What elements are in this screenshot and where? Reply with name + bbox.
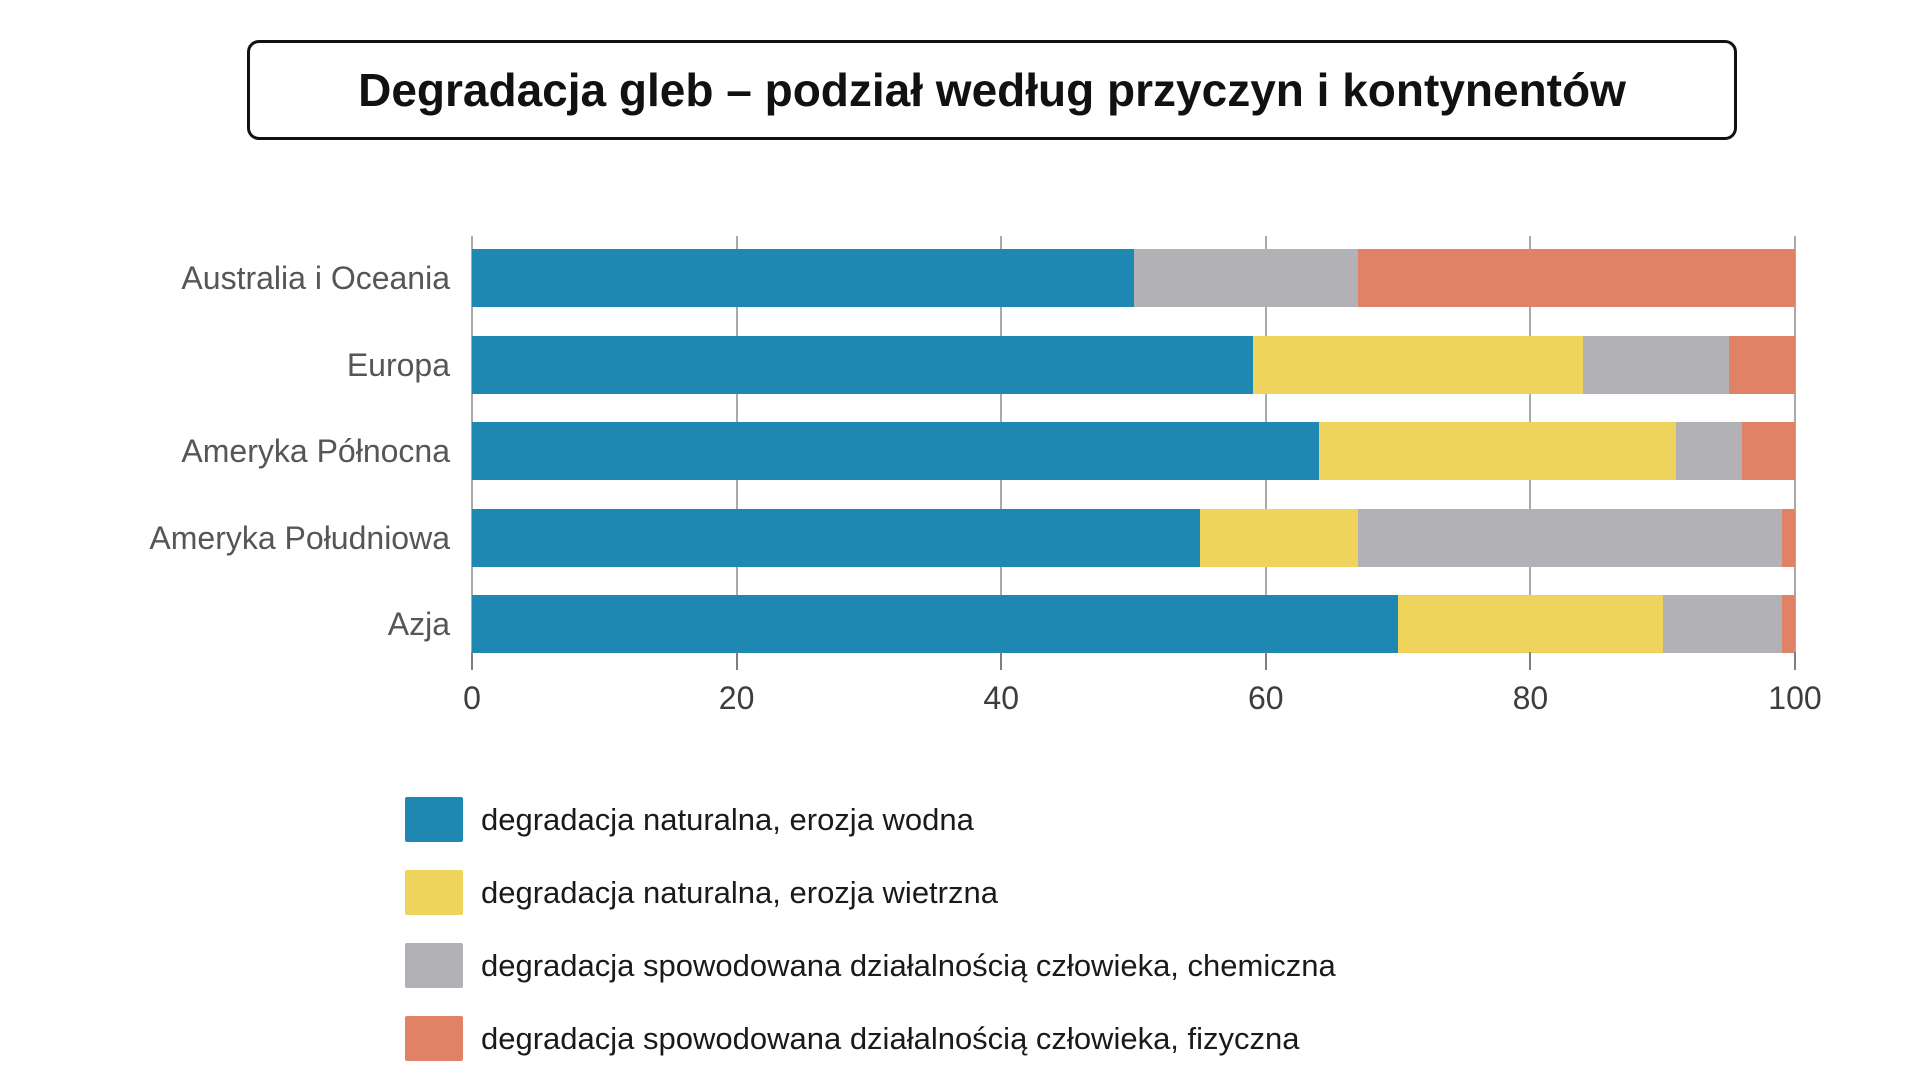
- bar-segment: [1662, 595, 1782, 653]
- y-axis-label: Azja: [387, 606, 450, 642]
- legend-label: degradacja spowodowana działalnością czł…: [481, 947, 1336, 983]
- y-axis-label: Ameryka Północna: [181, 433, 450, 469]
- x-axis-tick: [471, 652, 473, 670]
- x-axis-tick: [1529, 652, 1532, 670]
- legend-label: degradacja naturalna, erozja wietrzna: [481, 874, 998, 910]
- plot-area: 0 20 40 60 80 100: [463, 236, 1822, 716]
- bar-segment: [1781, 508, 1795, 567]
- bar-segment: [1742, 422, 1795, 480]
- y-axis-label: Europa: [346, 346, 450, 383]
- legend-item: degradacja spowodowana działalnością czł…: [405, 1016, 1336, 1061]
- legend-label: degradacja naturalna, erozja wodna: [481, 801, 974, 837]
- x-axis-tick: [1000, 652, 1003, 670]
- x-axis-tick-label: 40: [983, 680, 1019, 716]
- bar-segment: [472, 508, 1200, 567]
- y-axis-label: Australia i Oceania: [181, 260, 450, 296]
- legend-item: degradacja naturalna, erozja wodna: [405, 797, 1336, 842]
- chart-title-box: Degradacja gleb – podział według przyczy…: [247, 40, 1737, 140]
- bar-segment: [472, 249, 1134, 307]
- x-axis-tick: [1794, 652, 1796, 670]
- x-axis-tick-label: 0: [463, 680, 481, 716]
- bar-segment: [472, 335, 1253, 394]
- bar-segment: [1199, 508, 1359, 567]
- legend-label: degradacja spowodowana działalnością czł…: [481, 1020, 1300, 1056]
- x-axis-tick-label: 20: [718, 680, 755, 716]
- bar-segment: [1358, 508, 1782, 567]
- legend: degradacja naturalna, erozja wodna degrad…: [405, 797, 1336, 1080]
- legend-swatch: [405, 870, 463, 915]
- x-axis-tick-label: 100: [1768, 680, 1822, 716]
- gridline: [1794, 236, 1796, 652]
- y-axis-label: Ameryka Południowa: [149, 519, 450, 556]
- bar-segment: [472, 422, 1319, 480]
- bar-segment: [1252, 335, 1584, 394]
- bar-row: [472, 335, 1795, 394]
- bar-row: [472, 508, 1795, 567]
- bar-segment: [1728, 335, 1795, 394]
- bar-row: [472, 595, 1795, 653]
- legend-item: degradacja spowodowana działalnością czł…: [405, 943, 1336, 988]
- legend-swatch: [405, 1016, 463, 1061]
- bar-segment: [1318, 422, 1676, 480]
- bar-segment: [1358, 249, 1795, 307]
- bar-segment: [1583, 335, 1729, 394]
- bar-row: [472, 422, 1795, 480]
- legend-swatch: [405, 943, 463, 988]
- legend-item: degradacja naturalna, erozja wietrzna: [405, 870, 1336, 915]
- bar-segment: [1133, 249, 1359, 307]
- bar-segment: [1398, 595, 1663, 653]
- x-axis-tick-label: 80: [1512, 680, 1549, 716]
- legend-swatch: [405, 797, 463, 842]
- bar-row: [472, 249, 1795, 307]
- bar-segment: [1675, 422, 1743, 480]
- bar-segment: [1781, 595, 1795, 653]
- bar-segment: [472, 595, 1399, 653]
- x-axis-tick: [1264, 652, 1267, 670]
- x-axis-tick: [735, 652, 738, 670]
- x-axis-tick-label: 60: [1248, 680, 1284, 716]
- chart-title: Degradacja gleb – podział według przyczy…: [358, 64, 1626, 116]
